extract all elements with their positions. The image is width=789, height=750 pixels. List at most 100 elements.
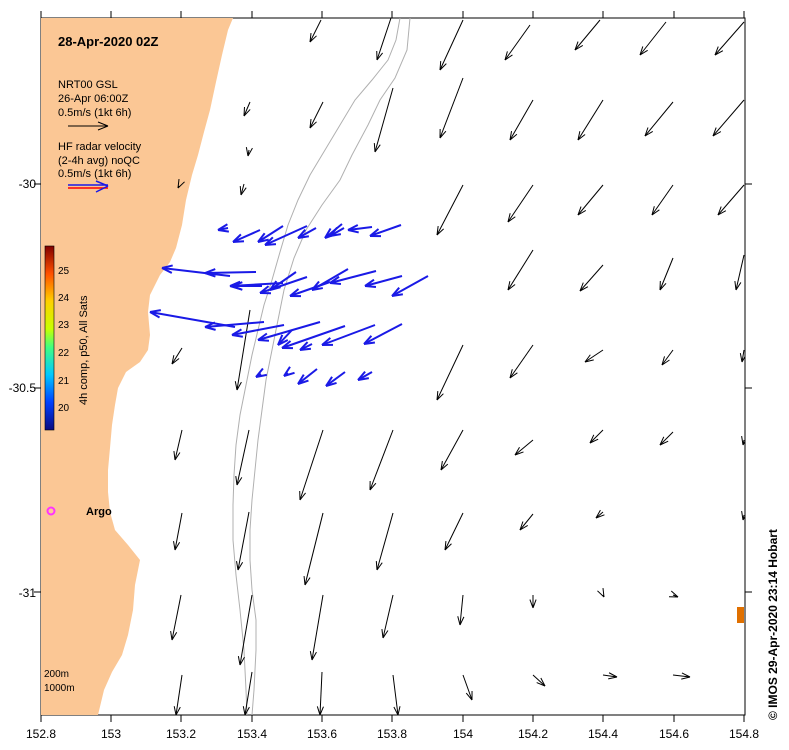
gsl-arrow bbox=[171, 347, 183, 365]
colorbar-gradient bbox=[44, 245, 55, 431]
gsl-arrow bbox=[672, 672, 691, 680]
gsl-arrow bbox=[577, 184, 604, 216]
radar-arrow bbox=[329, 226, 345, 237]
lat-label: -30.5 bbox=[9, 381, 37, 395]
lon-label: 153.2 bbox=[166, 727, 196, 741]
gsl-legend-line2: 26-Apr 06:00Z bbox=[58, 93, 129, 105]
radar-arrow bbox=[297, 368, 318, 385]
gsl-arrow bbox=[584, 349, 604, 363]
colorbar-tick-21: 21 bbox=[58, 376, 70, 387]
gsl-arrow bbox=[739, 349, 745, 363]
radar-arrow bbox=[257, 225, 284, 243]
gsl-arrow bbox=[577, 99, 604, 141]
radar-arrow bbox=[264, 225, 308, 246]
radar-arrow bbox=[149, 309, 236, 328]
radar-arrow bbox=[281, 325, 346, 350]
gsl-arrow bbox=[239, 183, 247, 196]
radar-arrow bbox=[231, 324, 285, 338]
gsl-arrow bbox=[309, 101, 324, 129]
radar-arrow bbox=[357, 370, 373, 381]
gsl-arrow bbox=[504, 24, 531, 61]
gsl-arrow bbox=[439, 77, 464, 139]
depth-label-200m: 200m bbox=[44, 669, 69, 680]
gsl-arrow bbox=[457, 594, 465, 626]
gsl-arrow bbox=[236, 511, 250, 571]
gsl-arrow bbox=[381, 594, 394, 639]
depth-label-1000m: 1000m bbox=[44, 683, 75, 694]
gsl-arrow bbox=[741, 511, 745, 521]
gsl-current-arrows bbox=[170, 18, 745, 715]
lon-label: 154.8 bbox=[729, 727, 759, 741]
colorbar-tick-24: 24 bbox=[58, 293, 70, 304]
gsl-arrow bbox=[507, 249, 534, 291]
colorbar-tick-22: 22 bbox=[58, 348, 70, 359]
gsl-arrow bbox=[519, 513, 534, 531]
radar-arrow bbox=[391, 275, 429, 297]
isobath-1000m bbox=[249, 18, 411, 715]
y-axis-labels: -30 -30.5 -31 bbox=[9, 177, 37, 600]
gsl-arrow bbox=[369, 429, 394, 491]
gsl-arrow bbox=[170, 594, 182, 641]
radar-legend-line3: 0.5m/s (1kt 6h) bbox=[58, 168, 131, 180]
radar-arrow bbox=[204, 321, 265, 331]
radar-arrow bbox=[347, 224, 373, 234]
radar-arrow bbox=[289, 281, 331, 298]
radar-arrow bbox=[364, 275, 403, 288]
sst-marker bbox=[737, 607, 744, 623]
radar-arrow bbox=[283, 366, 295, 377]
gsl-arrow bbox=[734, 254, 745, 291]
radar-arrow bbox=[325, 371, 346, 387]
gsl-arrow bbox=[741, 436, 745, 446]
gsl-arrow bbox=[316, 671, 324, 715]
gsl-arrow bbox=[299, 429, 324, 501]
gsl-legend-line3: 0.5m/s (1kt 6h) bbox=[58, 107, 131, 119]
gsl-arrow bbox=[436, 184, 464, 236]
gsl-arrow bbox=[639, 21, 667, 56]
gsl-arrow bbox=[375, 512, 394, 571]
lon-label: 154 bbox=[453, 727, 473, 741]
radar-legend-arrow bbox=[68, 180, 109, 193]
colorbar-tick-25: 25 bbox=[58, 266, 70, 277]
radar-arrow bbox=[329, 270, 377, 286]
gsl-arrow bbox=[507, 184, 534, 223]
gsl-arrow bbox=[237, 594, 253, 666]
gsl-arrow bbox=[532, 674, 546, 687]
radar-legend: HF radar velocity (2-4h avg) noQC 0.5m/s… bbox=[58, 141, 142, 193]
radar-arrow bbox=[363, 323, 403, 345]
gsl-arrow bbox=[245, 147, 253, 157]
radar-arrow bbox=[232, 229, 261, 243]
gsl-arrow bbox=[659, 257, 674, 291]
gsl-arrow bbox=[177, 179, 185, 189]
radar-arrow bbox=[297, 227, 317, 239]
gsl-arrow bbox=[173, 674, 183, 715]
gsl-arrow bbox=[444, 512, 464, 551]
gsl-arrow bbox=[644, 101, 674, 137]
gsl-arrow bbox=[595, 509, 605, 519]
radar-arrow bbox=[259, 276, 308, 295]
gsl-arrow bbox=[712, 99, 745, 137]
x-axis-labels: 152.8 153 153.2 153.4 153.6 153.8 154 15… bbox=[26, 727, 759, 741]
gsl-arrow bbox=[235, 429, 250, 486]
gsl-legend-arrow bbox=[68, 121, 109, 131]
isobath-200m bbox=[232, 18, 401, 715]
radar-arrow bbox=[277, 329, 293, 346]
land-coastline bbox=[41, 18, 233, 715]
gsl-arrow bbox=[436, 344, 464, 401]
lon-label: 154.4 bbox=[588, 727, 618, 741]
lon-label: 154.2 bbox=[518, 727, 548, 741]
gsl-arrow bbox=[661, 349, 674, 366]
gsl-arrow bbox=[309, 594, 324, 661]
gsl-arrow bbox=[597, 588, 605, 598]
gsl-arrow bbox=[303, 512, 324, 586]
gsl-legend-line1: NRT00 GSL bbox=[58, 79, 118, 91]
gsl-arrow bbox=[579, 264, 604, 292]
sst-colorbar: 25 24 23 22 21 20 4h comp, p50, All Sats bbox=[44, 245, 90, 431]
argo-float-marker bbox=[46, 506, 56, 516]
lat-label: -30 bbox=[19, 177, 37, 191]
gsl-arrow bbox=[602, 672, 618, 680]
gsl-arrow bbox=[392, 674, 401, 715]
gsl-arrow bbox=[242, 671, 253, 715]
gsl-arrow bbox=[373, 87, 394, 153]
radar-arrow bbox=[217, 223, 230, 233]
gsl-arrow bbox=[717, 184, 745, 216]
